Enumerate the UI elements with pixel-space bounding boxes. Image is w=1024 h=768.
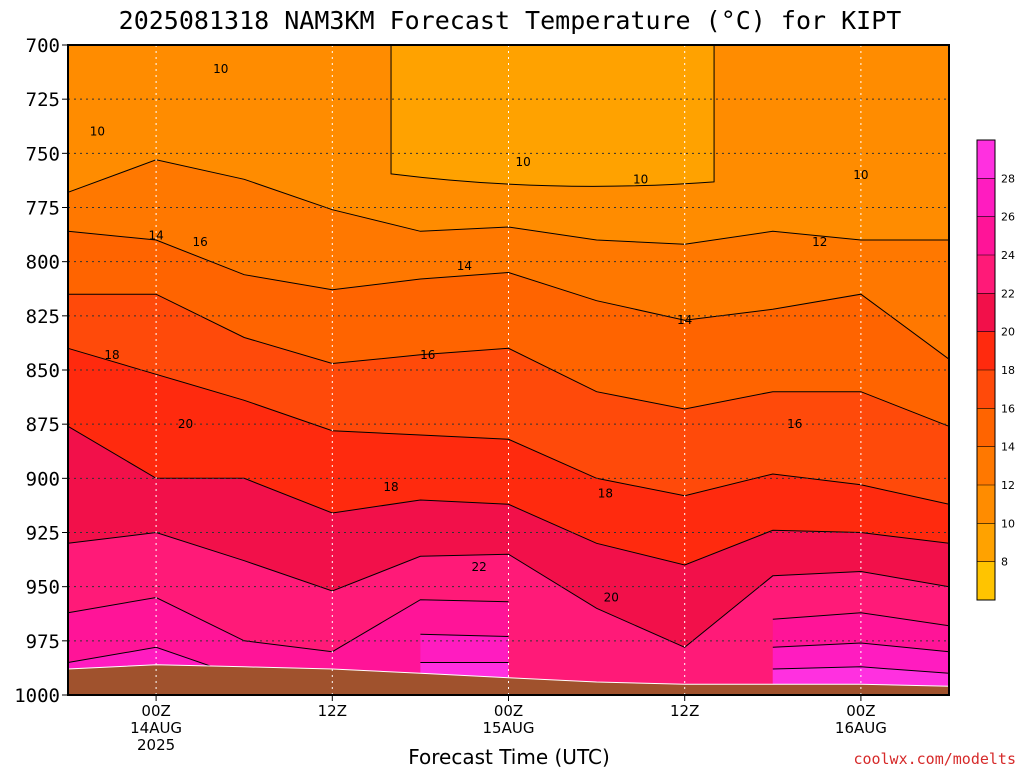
contour-label: 16 [420, 348, 435, 362]
contour-label: 22 [471, 560, 486, 574]
y-tick-label: 975 [26, 631, 60, 653]
colorbar-swatch [977, 370, 995, 409]
x-tick-label: 00Z [141, 702, 170, 720]
y-tick-label: 750 [26, 143, 60, 165]
y-tick-label: 950 [26, 577, 60, 599]
y-tick-label: 825 [26, 306, 60, 328]
upper-cold-bands [390, 44, 715, 187]
grid-lines [68, 45, 949, 695]
colorbar-label: 20 [1001, 326, 1015, 339]
colorbar-swatch [977, 178, 995, 217]
contour-label: 10 [853, 168, 868, 182]
isotherm-24 [772, 612, 950, 627]
contour-label: 18 [104, 348, 119, 362]
x-tick-label: 12Z [670, 702, 699, 720]
y-tick-label: 925 [26, 523, 60, 545]
colorbar-swatch [977, 523, 995, 562]
isotherm-18 [67, 347, 950, 505]
colorbar-swatch [977, 485, 995, 524]
x-tick-label: 00Z [494, 702, 523, 720]
colorbar: 8 10 12 14 16 18 20 22 24 26 28 [976, 139, 1015, 601]
isotherm-28 [772, 666, 950, 674]
colorbar-swatch [977, 216, 995, 255]
colorbar-swatch [977, 446, 995, 485]
colorbar-label: 26 [1001, 211, 1015, 224]
contour-label: 20 [178, 417, 193, 431]
contour-label: 14 [457, 259, 472, 273]
y-tick-label: 875 [26, 414, 60, 436]
isotherm-22 [67, 531, 950, 648]
colorbar-label: 24 [1001, 249, 1015, 262]
band-8 [390, 44, 715, 187]
colorbar-label: 16 [1001, 402, 1015, 415]
terrain-fill [67, 664, 950, 696]
contour-label: 14 [677, 313, 692, 327]
colorbar-swatch [977, 293, 995, 332]
isotherm-24 [67, 596, 509, 653]
isotherm-20 [67, 425, 950, 566]
x-tick-label: 2025 [137, 736, 175, 754]
contour-label: 10 [633, 172, 648, 186]
isotherm-26 [420, 633, 509, 637]
y-axis: 700 725 750 775 800 825 850 875 900 925 950 975 1000 [14, 35, 68, 707]
colorbar-label: 14 [1001, 441, 1015, 454]
x-tick-label: 16AUG [835, 719, 887, 737]
terrain [67, 664, 950, 696]
contour-label: 18 [383, 480, 398, 494]
colorbar-label: 10 [1001, 517, 1015, 530]
contour-labels: 10 10 10 10 10 12 14 16 14 14 18 16 16 20 18 18 22 20 [90, 62, 869, 605]
isotherm-16 [68, 293, 950, 427]
x-tick-label: 14AUG [130, 719, 182, 737]
isotherm-14 [67, 230, 950, 360]
contour-label: 20 [604, 591, 619, 605]
contour-label: 18 [598, 487, 613, 501]
x-axis-label: Forecast Time (UTC) [408, 745, 610, 768]
colorbar-label: 22 [1001, 287, 1015, 300]
y-tick-label: 725 [26, 89, 60, 111]
colorbar-label: 12 [1001, 479, 1015, 492]
y-tick-label: 850 [26, 360, 60, 382]
contour-label: 10 [213, 62, 228, 76]
contour-label: 12 [812, 235, 827, 249]
chart-title: 2025081318 NAM3KM Forecast Temperature (… [119, 6, 902, 35]
isotherm-26 [772, 642, 950, 653]
y-tick-label: 1000 [14, 685, 60, 707]
y-tick-label: 775 [26, 198, 60, 220]
credit-link[interactable]: coolwx.com/modelts [853, 750, 1016, 768]
y-tick-label: 700 [26, 35, 60, 57]
colorbar-swatch [977, 331, 995, 370]
y-tick-label: 900 [26, 468, 60, 490]
contour-label: 14 [148, 229, 163, 243]
plot-area: 10 10 10 10 10 12 14 16 14 14 18 16 16 20 18 18 22 20 [67, 44, 950, 696]
colorbar-label: 28 [1001, 172, 1015, 185]
x-tick-label: 15AUG [483, 719, 535, 737]
temperature-bands [68, 45, 949, 696]
contour-label: 10 [516, 155, 531, 169]
contour-label: 10 [90, 125, 105, 139]
colorbar-swatch [977, 408, 995, 447]
colorbar-swatch [977, 255, 995, 294]
colorbar-label: 18 [1001, 364, 1015, 377]
contour-label: 16 [787, 417, 802, 431]
colorbar-label: 8 [1001, 556, 1008, 569]
colorbar-swatch [977, 561, 995, 600]
x-tick-label: 00Z [846, 702, 875, 720]
colorbar-swatch [977, 140, 995, 179]
x-tick-label: 12Z [318, 702, 347, 720]
contour-label: 16 [193, 235, 208, 249]
y-tick-label: 800 [26, 252, 60, 274]
